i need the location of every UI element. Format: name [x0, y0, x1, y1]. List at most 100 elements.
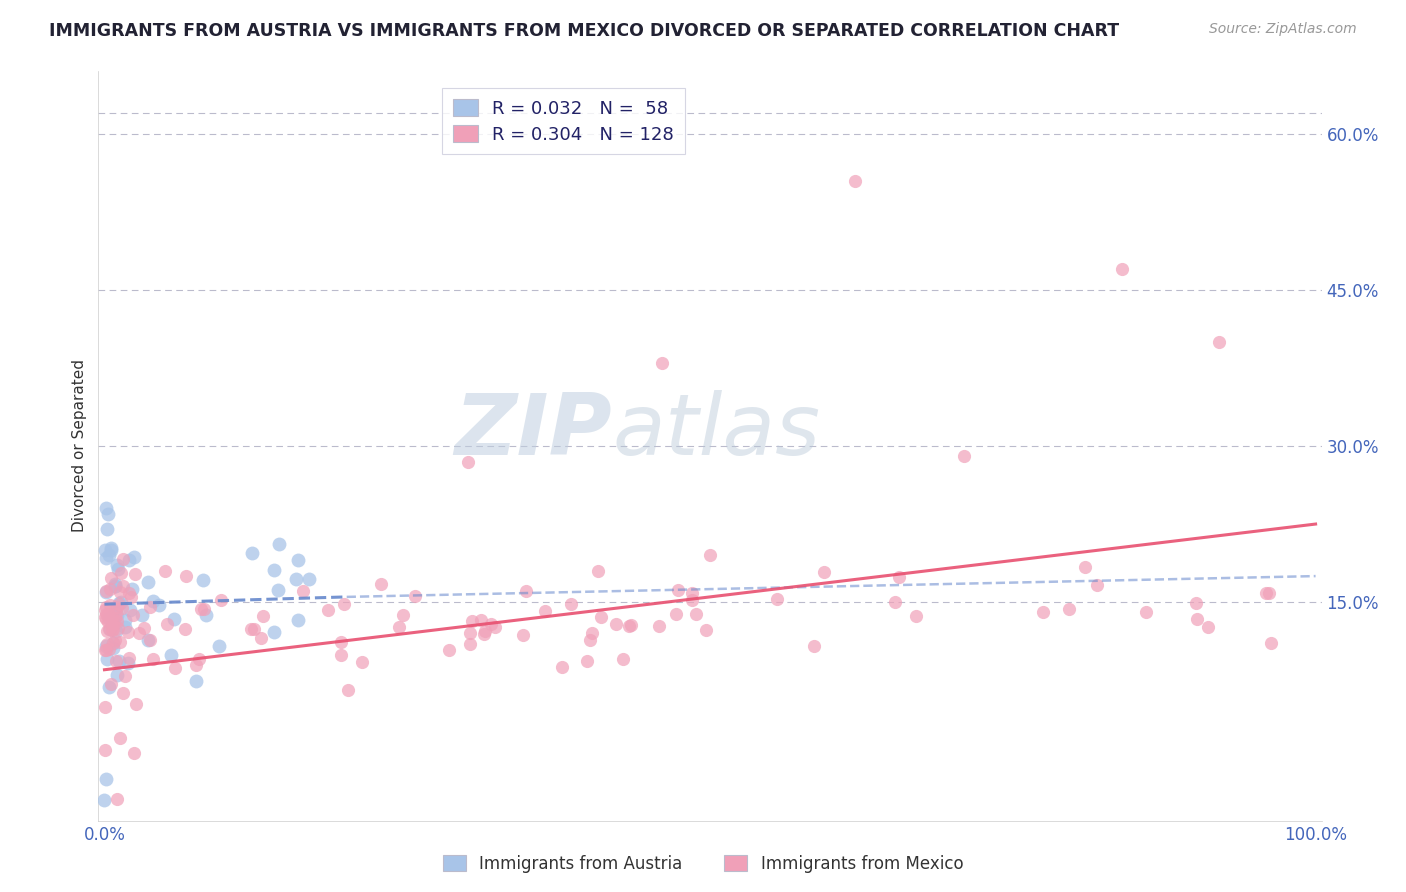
Text: atlas: atlas — [612, 390, 820, 473]
Point — [685, 607, 707, 621]
Point — [112, 686, 135, 700]
Point — [122, 549, 145, 564]
Point — [94, 743, 117, 757]
Point — [105, 792, 128, 806]
Point — [104, 633, 127, 648]
Point — [101, 616, 124, 631]
Point — [94, 501, 117, 516]
Point — [484, 620, 506, 634]
Point — [458, 638, 481, 652]
Point — [512, 628, 534, 642]
Point — [110, 566, 132, 580]
Point — [136, 575, 159, 590]
Point — [103, 616, 125, 631]
Point — [105, 668, 128, 682]
Point — [163, 612, 186, 626]
Text: Source: ZipAtlas.com: Source: ZipAtlas.com — [1209, 22, 1357, 37]
Point — [96, 600, 118, 615]
Point — [105, 601, 128, 615]
Point — [889, 569, 911, 583]
Point — [239, 622, 262, 636]
Point — [94, 607, 117, 621]
Point — [292, 583, 315, 598]
Point — [1074, 560, 1097, 574]
Point — [333, 597, 356, 611]
Point — [94, 551, 117, 566]
Point — [105, 600, 128, 615]
Point — [208, 639, 231, 653]
Point — [904, 608, 927, 623]
Point — [284, 572, 307, 586]
Point — [97, 615, 120, 629]
Point — [134, 621, 156, 635]
Point — [269, 536, 291, 550]
Point — [108, 731, 131, 745]
Point — [1085, 577, 1108, 591]
Point — [1208, 334, 1230, 349]
Point — [193, 601, 215, 615]
Point — [118, 650, 141, 665]
Point — [122, 608, 145, 623]
Point — [125, 697, 148, 711]
Point — [576, 654, 599, 668]
Point — [681, 593, 703, 607]
Point — [105, 607, 128, 621]
Point — [1197, 620, 1219, 634]
Point — [460, 614, 482, 628]
Point — [250, 631, 273, 645]
Point — [104, 579, 127, 593]
Point — [101, 640, 124, 655]
Point — [101, 635, 124, 649]
Point — [439, 643, 461, 657]
Point — [94, 584, 117, 599]
Point — [458, 626, 481, 640]
Point — [330, 648, 353, 662]
Point — [191, 573, 214, 587]
Point — [94, 772, 117, 786]
Point — [953, 450, 976, 464]
Legend: R = 0.032   N =  58, R = 0.304   N = 128: R = 0.032 N = 58, R = 0.304 N = 128 — [441, 88, 685, 154]
Point — [457, 455, 479, 469]
Point — [96, 637, 118, 651]
Point — [101, 623, 124, 637]
Point — [617, 619, 640, 633]
Point — [142, 593, 165, 607]
Point — [105, 558, 128, 573]
Point — [699, 548, 721, 563]
Point — [844, 174, 866, 188]
Point — [118, 553, 141, 567]
Point — [605, 616, 627, 631]
Point — [108, 596, 131, 610]
Point — [350, 655, 373, 669]
Point — [107, 597, 129, 611]
Point — [94, 640, 117, 654]
Point — [263, 563, 285, 577]
Point — [766, 591, 789, 606]
Point — [118, 585, 141, 599]
Point — [173, 623, 195, 637]
Point — [404, 589, 426, 603]
Point — [117, 656, 139, 670]
Point — [94, 585, 117, 599]
Point — [97, 680, 120, 694]
Point — [104, 578, 127, 592]
Point — [370, 577, 392, 591]
Point — [153, 565, 176, 579]
Point — [184, 674, 207, 689]
Point — [97, 548, 120, 562]
Point — [156, 617, 179, 632]
Point — [1111, 262, 1133, 277]
Point — [136, 632, 159, 647]
Point — [666, 582, 689, 597]
Point — [98, 641, 121, 656]
Point — [695, 623, 717, 637]
Point — [1184, 596, 1206, 610]
Point — [190, 602, 212, 616]
Point — [148, 598, 170, 612]
Point — [612, 652, 634, 666]
Point — [100, 677, 122, 691]
Point — [252, 609, 274, 624]
Point — [118, 603, 141, 617]
Point — [104, 624, 127, 639]
Point — [579, 632, 602, 647]
